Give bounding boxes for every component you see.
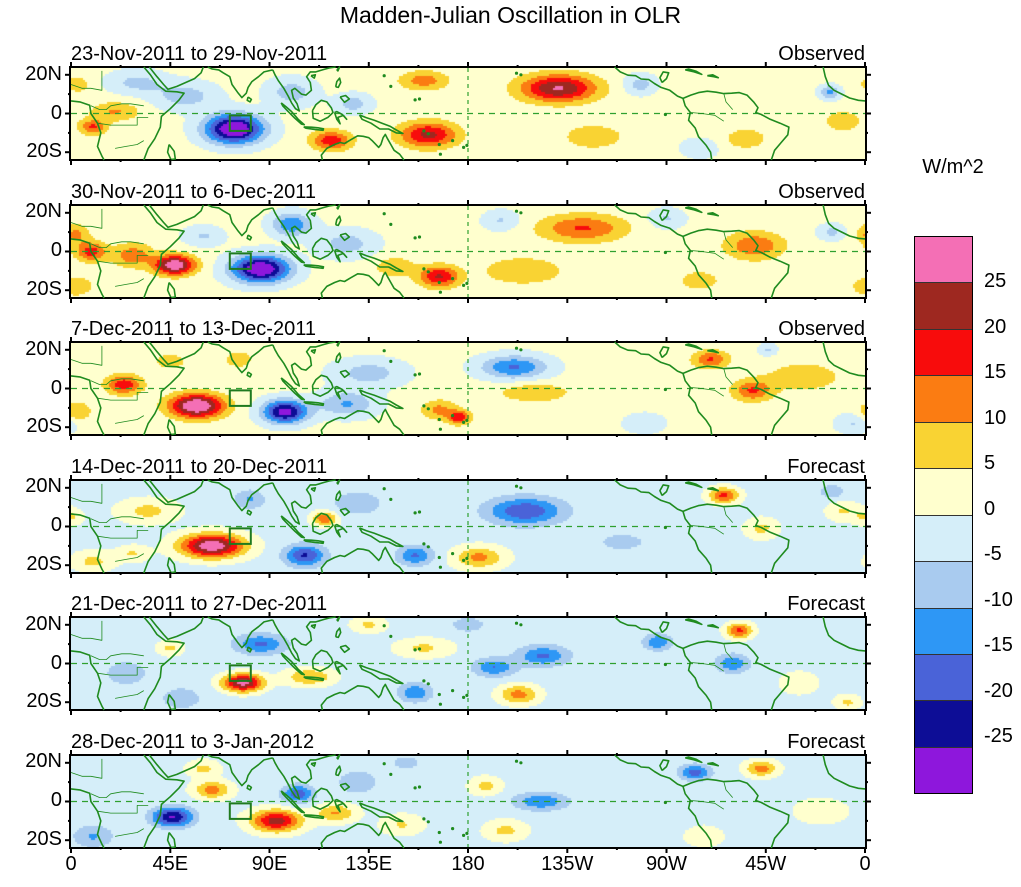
x-axis-label: 180 xyxy=(451,853,485,875)
target-region-box xyxy=(228,114,252,132)
y-axis-label: 20N xyxy=(25,612,62,635)
colorbar xyxy=(914,236,973,795)
colorbar-tick-label: 5 xyxy=(984,452,996,475)
colorbar-tick-label: -5 xyxy=(984,543,1002,566)
coastline-overlay xyxy=(65,474,871,578)
panel-date-range: 7-Dec-2011 to 13-Dec-2011 xyxy=(71,318,316,340)
colorbar-segment xyxy=(915,237,972,283)
y-axis-label: 20N xyxy=(25,750,62,773)
x-axis-label: 90W xyxy=(645,853,688,875)
target-region-box xyxy=(228,801,252,820)
y-axis-label: 20S xyxy=(26,277,62,300)
map-panel-1: 23-Nov-2011 to 29-Nov-2011 Observed xyxy=(65,43,871,165)
target-region-box xyxy=(228,389,252,407)
colorbar-segment xyxy=(915,700,972,747)
colorbar-tick-label: -25 xyxy=(984,724,1013,747)
y-axis-label: 0 xyxy=(50,101,62,124)
y-axis-label: 20S xyxy=(26,690,62,713)
x-axis-label: 45E xyxy=(152,853,189,875)
y-axis-label: 20N xyxy=(25,62,62,85)
target-region-box xyxy=(228,251,252,270)
x-axis-label: 0 xyxy=(859,853,871,875)
colorbar-segment xyxy=(915,746,972,794)
y-axis-label: 0 xyxy=(50,514,62,536)
map-panel-6: 28-Dec-2011 to 3-Jan-2012 Forecast xyxy=(65,731,871,853)
panel-source-label: Forecast xyxy=(787,455,865,478)
y-axis-label: 20N xyxy=(25,337,62,360)
colorbar-tick-label: 10 xyxy=(984,406,1007,429)
colorbar-tick-label: -15 xyxy=(984,634,1013,657)
colorbar-units-label: W/m^2 xyxy=(922,156,984,178)
y-axis-label: 0 xyxy=(50,376,62,399)
colorbar-tick-label: 20 xyxy=(984,315,1007,338)
y-axis-label: 20S xyxy=(26,827,62,850)
map-panel-5: 21-Dec-2011 to 27-Dec-2011 Forecast xyxy=(65,593,871,715)
coastline-overlay xyxy=(65,612,871,715)
coastline-overlay xyxy=(65,337,871,440)
y-axis-label: 20S xyxy=(26,140,62,163)
colorbar-segment xyxy=(915,468,972,515)
colorbar-segment xyxy=(915,421,972,469)
panel-source-label: Forecast xyxy=(787,730,865,753)
y-axis-label: 0 xyxy=(50,239,62,261)
colorbar-segment xyxy=(915,282,972,329)
panel-source-label: Observed xyxy=(778,43,865,65)
coastline-overlay xyxy=(65,749,871,853)
coastline-overlay xyxy=(65,62,871,165)
colorbar-segment xyxy=(915,607,972,654)
map-panel-4: 14-Dec-2011 to 20-Dec-2011 Forecast xyxy=(65,456,871,578)
target-region-box xyxy=(228,526,252,545)
y-axis-label: 0 xyxy=(50,651,62,674)
colorbar-tick-label: 0 xyxy=(984,497,996,520)
panel-date-range: 14-Dec-2011 to 20-Dec-2011 xyxy=(71,455,328,478)
coastline-overlay xyxy=(65,199,871,303)
target-region-box xyxy=(228,664,252,682)
x-axis-label: 0 xyxy=(65,853,77,875)
y-axis-label: 20S xyxy=(26,415,62,438)
figure-title: Madden-Julian Oscillation in OLR xyxy=(339,2,682,28)
colorbar-tick-label: -10 xyxy=(984,588,1013,611)
x-axis-label: 45W xyxy=(745,853,787,875)
y-axis-label: 0 xyxy=(50,789,62,811)
map-panel-2: 30-Nov-2011 to 6-Dec-2011 Observed xyxy=(65,181,871,303)
panel-date-range: 30-Nov-2011 to 6-Dec-2011 xyxy=(71,180,316,203)
colorbar-tick-label: -20 xyxy=(984,679,1013,702)
x-axis-label: 90E xyxy=(251,853,288,875)
panel-date-range: 28-Dec-2011 to 3-Jan-2012 xyxy=(71,730,315,753)
panel-source-label: Observed xyxy=(778,318,865,340)
panel-source-label: Forecast xyxy=(787,593,865,615)
panel-date-range: 21-Dec-2011 to 27-Dec-2011 xyxy=(71,593,328,615)
colorbar-segment xyxy=(915,375,972,422)
panel-source-label: Observed xyxy=(778,180,865,203)
colorbar-tick-label: 15 xyxy=(984,361,1007,384)
panel-date-range: 23-Nov-2011 to 29-Nov-2011 xyxy=(71,43,328,65)
colorbar-segment xyxy=(915,561,972,608)
map-panel-3: 7-Dec-2011 to 13-Dec-2011 Observed xyxy=(65,318,871,440)
colorbar-segment xyxy=(915,514,972,562)
colorbar-segment xyxy=(915,653,972,701)
y-axis-label: 20S xyxy=(26,552,62,575)
x-axis-label: 135E xyxy=(345,853,393,875)
y-axis-label: 20N xyxy=(25,200,62,223)
x-axis-label: 135W xyxy=(541,853,594,875)
colorbar-tick-label: 25 xyxy=(984,270,1007,293)
colorbar-segment xyxy=(915,328,972,376)
y-axis-label: 20N xyxy=(25,475,62,498)
